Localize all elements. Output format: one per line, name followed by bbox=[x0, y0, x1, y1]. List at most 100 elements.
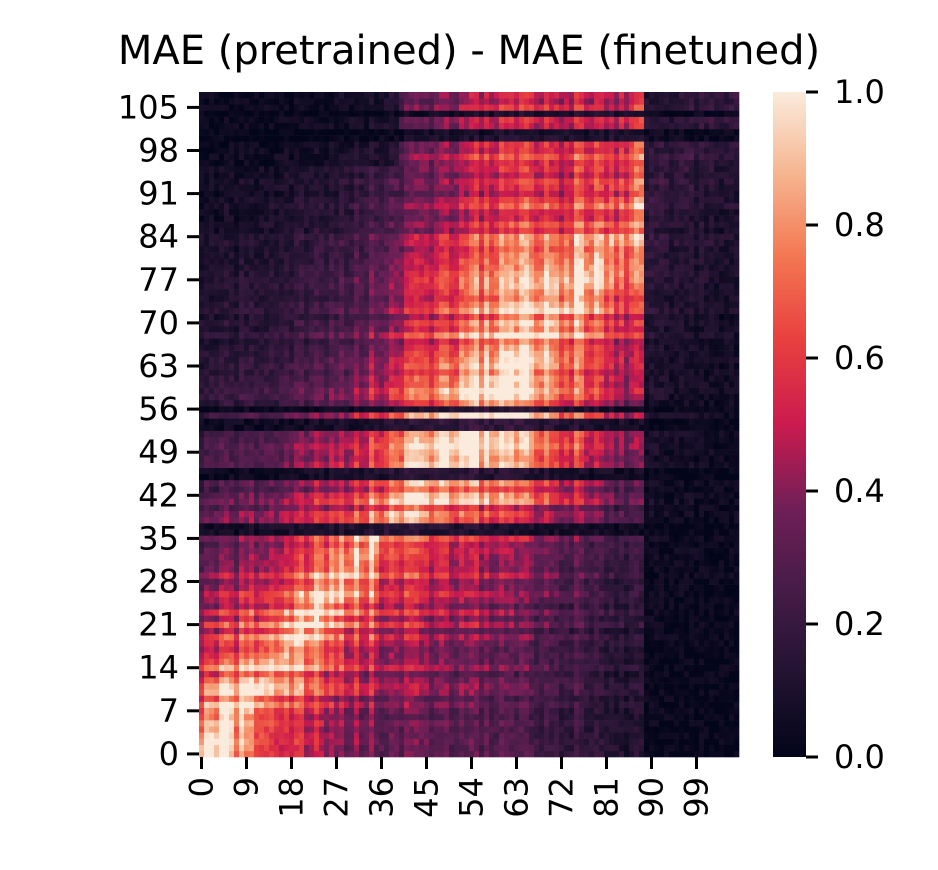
heatmap-cell bbox=[544, 664, 550, 672]
heatmap-cell bbox=[509, 707, 515, 715]
heatmap-cell bbox=[224, 510, 230, 518]
heatmap-cell bbox=[204, 621, 210, 628]
heatmap-cell bbox=[489, 535, 495, 542]
heatmap-cell bbox=[209, 658, 215, 665]
heatmap-cell bbox=[244, 559, 250, 567]
heatmap-cell bbox=[624, 640, 630, 647]
heatmap-cell bbox=[599, 578, 605, 585]
heatmap-cell bbox=[724, 498, 730, 505]
heatmap-cell bbox=[384, 590, 390, 598]
heatmap-cell bbox=[289, 695, 295, 702]
heatmap-cell bbox=[704, 627, 710, 635]
heatmap-cell bbox=[649, 640, 655, 647]
heatmap-cell bbox=[234, 473, 240, 481]
heatmap-cell bbox=[374, 547, 380, 555]
heatmap-cell bbox=[364, 689, 370, 696]
heatmap-cell bbox=[634, 732, 640, 739]
heatmap-cell bbox=[239, 750, 245, 758]
heatmap-cell bbox=[509, 516, 515, 524]
heatmap-cell bbox=[384, 689, 390, 696]
heatmap-cell bbox=[244, 553, 250, 561]
heatmap-cell bbox=[424, 504, 430, 512]
heatmap-cell bbox=[359, 504, 365, 512]
heatmap-cell bbox=[714, 640, 720, 647]
heatmap-cell bbox=[264, 646, 270, 653]
heatmap-cell bbox=[379, 584, 385, 592]
heatmap-cell bbox=[509, 744, 515, 752]
heatmap-cell bbox=[569, 596, 575, 604]
heatmap-cell bbox=[389, 510, 395, 518]
heatmap-cell bbox=[379, 633, 385, 641]
heatmap-cell bbox=[549, 498, 555, 505]
heatmap-cell bbox=[664, 689, 670, 696]
heatmap-cell bbox=[684, 652, 690, 659]
heatmap-cell bbox=[424, 707, 430, 715]
heatmap-cell bbox=[509, 633, 515, 641]
heatmap-cell bbox=[424, 603, 430, 610]
heatmap-cell bbox=[344, 584, 350, 592]
heatmap-cell bbox=[494, 701, 500, 709]
heatmap-cell bbox=[594, 707, 600, 715]
heatmap-cell bbox=[244, 529, 250, 536]
heatmap-cell bbox=[614, 523, 620, 530]
heatmap-cell bbox=[614, 578, 620, 585]
heatmap-cell bbox=[719, 640, 725, 647]
heatmap-cell bbox=[684, 590, 690, 598]
heatmap-cell bbox=[374, 683, 380, 690]
heatmap-cell bbox=[469, 609, 475, 616]
heatmap-cell bbox=[234, 676, 240, 684]
heatmap-cell bbox=[599, 553, 605, 561]
heatmap-cell bbox=[644, 541, 650, 548]
heatmap-cell bbox=[229, 621, 235, 628]
heatmap-cell bbox=[289, 707, 295, 715]
heatmap-cell bbox=[399, 492, 405, 499]
heatmap-cell bbox=[579, 720, 585, 727]
heatmap-cell bbox=[289, 640, 295, 647]
heatmap-cell bbox=[584, 683, 590, 690]
heatmap-cell bbox=[564, 492, 570, 499]
heatmap-cell bbox=[644, 689, 650, 696]
heatmap-cell bbox=[309, 516, 315, 524]
heatmap-cell bbox=[684, 726, 690, 733]
heatmap-cell bbox=[534, 664, 540, 672]
heatmap-cell bbox=[254, 627, 260, 635]
heatmap-cell bbox=[519, 590, 525, 598]
heatmap-cell bbox=[324, 627, 330, 635]
heatmap-cell bbox=[384, 559, 390, 567]
heatmap-cell bbox=[424, 596, 430, 604]
heatmap-cell bbox=[239, 510, 245, 518]
heatmap-cell bbox=[504, 658, 510, 665]
heatmap-cell bbox=[664, 701, 670, 709]
heatmap-cell bbox=[304, 596, 310, 604]
heatmap-cell bbox=[669, 707, 675, 715]
heatmap-cell bbox=[229, 541, 235, 548]
heatmap-cell bbox=[614, 732, 620, 739]
heatmap-cell bbox=[469, 670, 475, 678]
heatmap-cell bbox=[459, 510, 465, 518]
heatmap-cell bbox=[389, 596, 395, 604]
heatmap-cell bbox=[259, 707, 265, 715]
heatmap-cell bbox=[489, 510, 495, 518]
heatmap-cell bbox=[289, 486, 295, 493]
heatmap-cell bbox=[279, 486, 285, 493]
heatmap-cell bbox=[709, 689, 715, 696]
heatmap-cell bbox=[579, 566, 585, 573]
heatmap-cell bbox=[289, 633, 295, 641]
heatmap-cell bbox=[609, 596, 615, 604]
heatmap-cell bbox=[429, 621, 435, 628]
heatmap-cell bbox=[704, 615, 710, 622]
heatmap-cell bbox=[644, 578, 650, 585]
heatmap-cell bbox=[399, 609, 405, 616]
heatmap-cell bbox=[654, 516, 660, 524]
heatmap-cell bbox=[544, 603, 550, 610]
heatmap-cell bbox=[729, 615, 735, 622]
heatmap-cell bbox=[609, 664, 615, 672]
heatmap-cell bbox=[414, 689, 420, 696]
heatmap-cell bbox=[589, 566, 595, 573]
heatmap-cell bbox=[509, 713, 515, 721]
heatmap-cell bbox=[274, 584, 280, 592]
heatmap-cell bbox=[274, 559, 280, 567]
heatmap-cell bbox=[304, 547, 310, 555]
heatmap-cell bbox=[214, 633, 220, 641]
heatmap-cell bbox=[689, 652, 695, 659]
